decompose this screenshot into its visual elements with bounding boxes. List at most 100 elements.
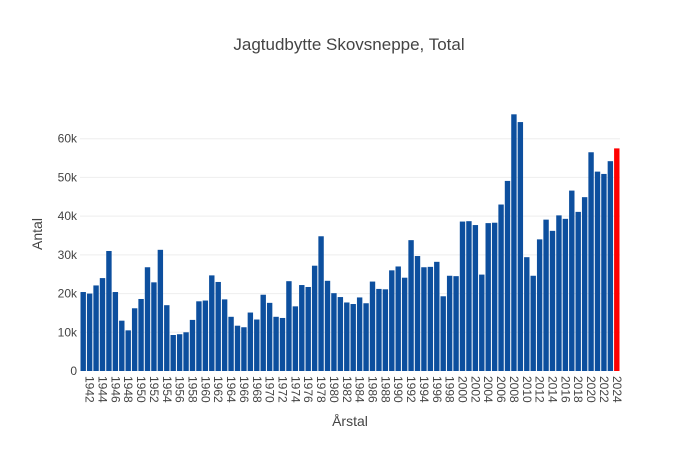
bar-1982[interactable] [344, 302, 350, 371]
bar-2021[interactable] [594, 171, 601, 371]
bar-2014[interactable] [549, 230, 556, 371]
bar-2001[interactable] [466, 221, 472, 371]
x-tick-label: 1948 [121, 376, 135, 403]
bar-2017[interactable] [569, 190, 575, 371]
bar-1944[interactable] [99, 278, 106, 371]
bar-1979[interactable] [324, 280, 331, 371]
bar-1968[interactable] [254, 319, 260, 371]
bar-1978[interactable] [318, 236, 324, 371]
bar-2018[interactable] [575, 211, 581, 371]
bar-2015[interactable] [556, 215, 562, 371]
bar-2006[interactable] [498, 204, 504, 371]
bar-1975[interactable] [299, 285, 305, 371]
bar-2020[interactable] [588, 152, 594, 371]
bar-1945[interactable] [106, 250, 112, 371]
bar-1999[interactable] [453, 276, 459, 371]
bar-1952[interactable] [151, 282, 157, 371]
bar-1987[interactable] [376, 288, 382, 371]
bar-2019[interactable] [581, 197, 588, 371]
bar-2002[interactable] [472, 225, 479, 371]
bar-2009[interactable] [517, 122, 524, 371]
bar-1960[interactable] [202, 300, 209, 371]
bar-1986[interactable] [369, 281, 376, 371]
bar-1961[interactable] [209, 275, 215, 371]
bar-1966[interactable] [241, 327, 247, 371]
bar-1947[interactable] [119, 320, 125, 371]
bar-1949[interactable] [131, 308, 138, 371]
bar-1957[interactable] [183, 332, 189, 371]
bar-1974[interactable] [292, 306, 299, 371]
bar-1984[interactable] [356, 297, 363, 371]
bar-1983[interactable] [350, 304, 356, 371]
bar-2022[interactable] [601, 173, 607, 371]
bar-1946[interactable] [112, 292, 119, 371]
x-tick-label: 2010 [520, 376, 534, 403]
bar-1942[interactable] [86, 293, 93, 371]
bar-1969[interactable] [260, 294, 266, 371]
bar-2013[interactable] [543, 219, 549, 371]
bar-2008[interactable] [511, 114, 517, 371]
x-tick-label: 2024 [610, 376, 624, 403]
bar-2016[interactable] [562, 218, 569, 371]
bar-2005[interactable] [491, 222, 498, 371]
bar-1956[interactable] [176, 334, 183, 371]
bar-1972[interactable] [279, 317, 286, 371]
bar-1977[interactable] [311, 265, 318, 371]
x-tick-label: 1980 [327, 376, 341, 403]
x-tick-label: 1976 [301, 376, 315, 403]
bar-1970[interactable] [266, 302, 273, 371]
bar-1980[interactable] [331, 293, 337, 371]
bar-2007[interactable] [504, 180, 511, 371]
bar-2023[interactable] [607, 161, 614, 371]
bar-2004[interactable] [485, 223, 491, 371]
x-tick-label: 1968 [250, 376, 264, 403]
bar-1995[interactable] [427, 266, 434, 371]
bar-1992[interactable] [408, 240, 414, 371]
x-tick-label: 2022 [597, 376, 611, 403]
bar-1990[interactable] [395, 266, 401, 371]
bar-1958[interactable] [189, 319, 196, 371]
bar-2010[interactable] [524, 257, 530, 371]
bar-1991[interactable] [401, 277, 408, 371]
bar-1993[interactable] [414, 256, 421, 371]
bar-2011[interactable] [530, 275, 536, 371]
x-tick-label: 1972 [276, 376, 290, 403]
bar-1985[interactable] [363, 303, 369, 371]
bar-1948[interactable] [125, 330, 131, 371]
bar-2000[interactable] [459, 221, 466, 371]
bar-1941[interactable] [80, 292, 86, 371]
bar-1989[interactable] [389, 270, 395, 371]
bar-1965[interactable] [234, 325, 241, 371]
x-tick-label: 1942 [83, 376, 97, 403]
bar-2024[interactable] [614, 148, 620, 371]
bar-1953[interactable] [157, 249, 164, 371]
y-tick-label: 30k [58, 248, 78, 262]
y-axis-title: Antal [29, 218, 45, 250]
bar-1962[interactable] [215, 281, 221, 371]
bar-1963[interactable] [221, 299, 228, 371]
x-tick-label: 1950 [134, 376, 148, 403]
bar-1943[interactable] [93, 285, 99, 371]
bar-1951[interactable] [144, 267, 151, 371]
bar-1996[interactable] [434, 261, 440, 371]
bar-1981[interactable] [337, 297, 344, 371]
x-tick-label: 2016 [558, 376, 572, 403]
bar-1967[interactable] [247, 312, 254, 371]
y-tick-label: 0 [70, 364, 77, 378]
bar-1997[interactable] [440, 296, 446, 371]
bar-1994[interactable] [421, 267, 427, 371]
bar-2012[interactable] [536, 239, 543, 371]
bar-1976[interactable] [305, 286, 311, 371]
x-tick-label: 1982 [340, 376, 354, 403]
bar-1954[interactable] [164, 305, 170, 371]
bar-2003[interactable] [479, 274, 485, 371]
x-tick-label: 1962 [211, 376, 225, 403]
bar-1971[interactable] [273, 316, 279, 371]
bar-1955[interactable] [170, 335, 176, 371]
bar-1998[interactable] [446, 275, 453, 371]
bar-1959[interactable] [196, 301, 202, 371]
bar-1988[interactable] [382, 289, 389, 371]
bar-1964[interactable] [228, 316, 234, 371]
bar-1973[interactable] [286, 281, 292, 371]
bar-1950[interactable] [138, 298, 144, 371]
